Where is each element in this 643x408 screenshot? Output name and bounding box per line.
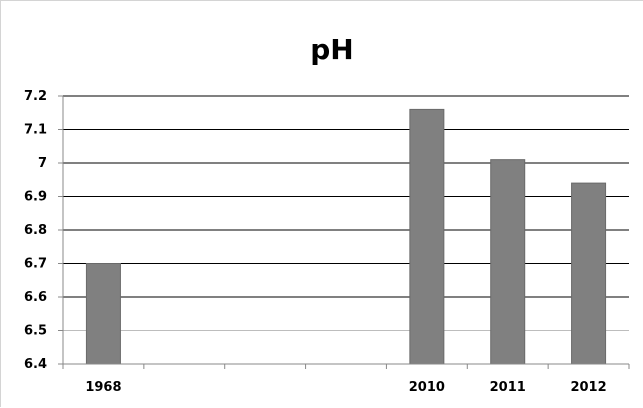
bar-2010 — [409, 108, 445, 365]
y-tick-label: 6.6 — [24, 290, 47, 305]
y-tick-label: 6.5 — [24, 324, 47, 339]
y-tick-label: 6.9 — [24, 190, 47, 205]
y-tick-labels: 7.2 7.1 7 6.9 6.8 6.7 6.6 6.5 6.4 — [24, 89, 47, 372]
x-tick-labels: 1968 2010 2011 2012 — [85, 380, 606, 395]
axes — [58, 95, 630, 369]
y-tick-label: 6.8 — [24, 223, 47, 238]
x-tick-label: 2012 — [570, 380, 606, 395]
y-tick-label: 6.4 — [24, 357, 47, 372]
bars — [85, 108, 607, 365]
x-tick-label: 2011 — [490, 380, 526, 395]
y-tick-label: 7.1 — [24, 123, 47, 138]
chart-title: pH — [310, 33, 353, 66]
bar-2011 — [490, 159, 526, 365]
x-tick-label: 1968 — [85, 380, 121, 395]
y-tick-label: 7.2 — [24, 89, 47, 104]
bar-1968 — [85, 263, 121, 365]
gridlines — [63, 95, 629, 331]
bar-2012 — [571, 182, 607, 365]
y-tick-label: 7 — [38, 156, 47, 171]
y-tick-label: 6.7 — [24, 257, 47, 272]
x-tick-label: 2010 — [409, 380, 445, 395]
